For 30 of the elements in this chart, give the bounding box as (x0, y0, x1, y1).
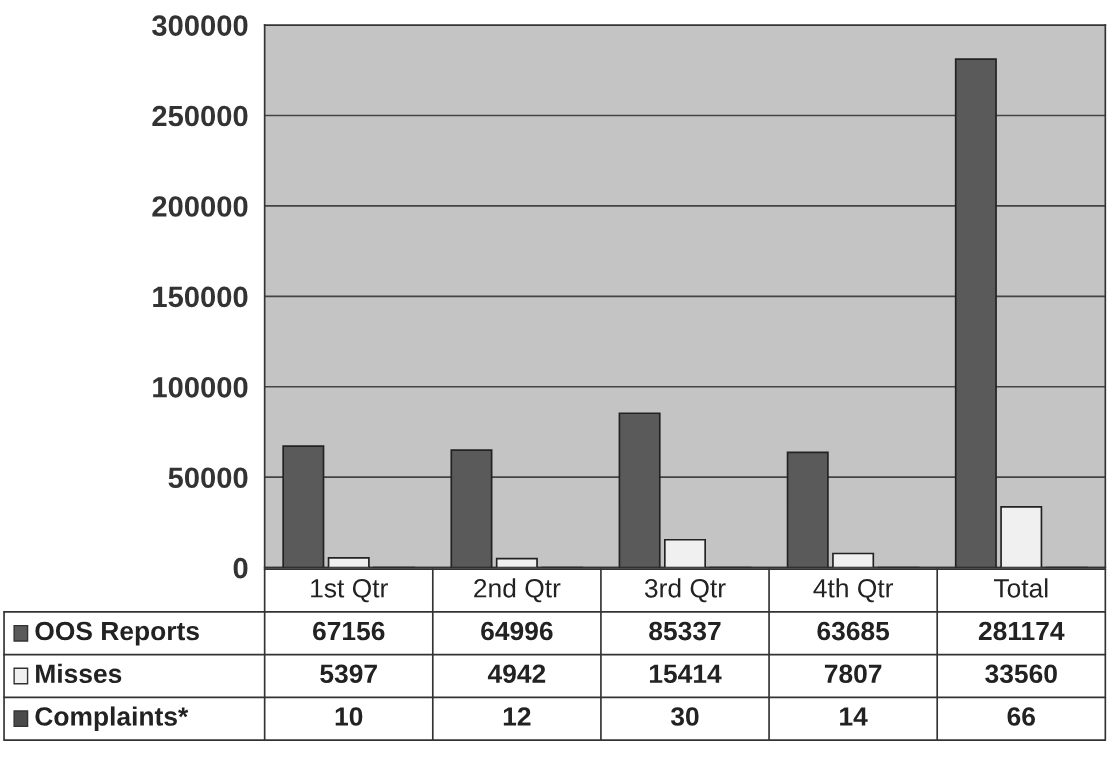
y-tick-label: 150000 (153, 286, 248, 308)
data-label: 64996 (481, 621, 553, 641)
data-label: 281174 (978, 621, 1065, 641)
y-tick-label: 300000 (152, 15, 248, 36)
data-label: 15414 (649, 664, 722, 684)
x-tick-label: Total (993, 578, 1048, 598)
y-tick-label: 0 (233, 557, 248, 579)
data-label: 63685 (817, 621, 890, 641)
data-label: 12 (503, 707, 531, 726)
data-label: 14 (840, 707, 868, 726)
y-tick-label: 250000 (152, 105, 248, 127)
legend-label: Misses (36, 663, 122, 684)
data-label: 4942 (487, 664, 546, 684)
y-tick-label: 50000 (168, 467, 248, 489)
data-label: 30 (670, 707, 699, 726)
x-tick-label: 4th Qtr (813, 578, 894, 603)
x-tick-label: 1st Qtr (311, 578, 388, 603)
x-tick-label: 3rd Qtr (644, 578, 726, 603)
data-label: 5397 (320, 664, 377, 684)
data-label: 7807 (824, 664, 882, 684)
legend-label: OOS Reports (35, 621, 199, 646)
y-tick-label: 100000 (153, 376, 248, 398)
data-label: 33560 (985, 664, 1057, 684)
data-label: 66 (1007, 707, 1035, 726)
y-tick-label: 200000 (152, 196, 248, 217)
data-label: 10 (335, 707, 363, 726)
legend-label: Complaints* (35, 706, 189, 732)
x-tick-label: 2nd Qtr (474, 578, 561, 603)
data-label: 85337 (649, 621, 721, 641)
data-label: 67156 (313, 621, 385, 641)
